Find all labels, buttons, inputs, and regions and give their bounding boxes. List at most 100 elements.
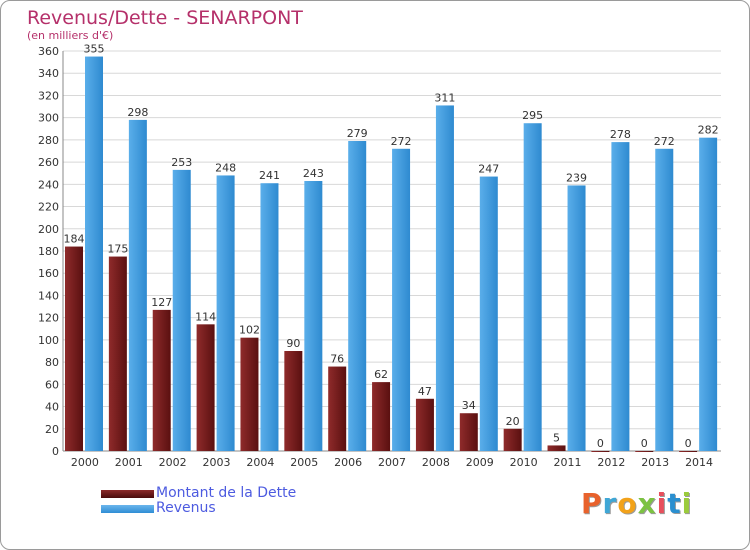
data-label-revenue: 247 [478, 163, 499, 176]
data-label-debt: 20 [506, 415, 520, 428]
bar-debt [196, 324, 215, 451]
y-tick-label: 360 [38, 45, 59, 58]
bar-revenue [348, 141, 367, 451]
y-tick-label: 0 [52, 445, 59, 458]
proxiti-logo: Proxiti [581, 487, 692, 520]
bar-debt [635, 451, 654, 452]
data-label-debt: 90 [286, 337, 300, 350]
bar-debt [328, 366, 347, 451]
bar-revenue [128, 119, 147, 451]
y-tick-label: 240 [38, 178, 59, 191]
bar-debt [503, 428, 522, 451]
data-label-revenue: 295 [522, 109, 543, 122]
data-label-debt: 0 [641, 437, 648, 450]
bar-revenue [392, 148, 411, 451]
data-label-revenue: 278 [610, 128, 631, 141]
data-label-revenue: 253 [171, 156, 192, 169]
bar-debt [152, 309, 171, 451]
bar-revenue [611, 142, 630, 451]
data-label-debt: 47 [418, 385, 432, 398]
data-label-revenue: 279 [347, 127, 368, 140]
bar-revenue [699, 137, 718, 451]
y-tick-label: 120 [38, 312, 59, 325]
chart-subtitle: (en milliers d'€) [27, 29, 114, 42]
x-tick-label: 2002 [159, 456, 187, 469]
x-tick-label: 2004 [246, 456, 274, 469]
bar-debt [240, 337, 259, 451]
x-tick-label: 2007 [378, 456, 406, 469]
chart-title: Revenus/Dette - SENARPONT [27, 7, 303, 29]
bar-debt [65, 246, 83, 451]
bar-revenue [435, 105, 454, 451]
y-tick-label: 60 [45, 378, 59, 391]
x-tick-label: 2001 [115, 456, 143, 469]
data-label-revenue: 272 [391, 135, 412, 148]
data-label-debt: 114 [195, 310, 216, 323]
x-tick-label: 2010 [510, 456, 538, 469]
x-tick-label: 2012 [597, 456, 625, 469]
y-tick-label: 140 [38, 289, 59, 302]
x-tick-label: 2008 [422, 456, 450, 469]
data-label-revenue: 355 [84, 43, 105, 56]
data-label-debt: 127 [151, 296, 172, 309]
x-tick-label: 2005 [290, 456, 318, 469]
x-tick-label: 2003 [203, 456, 231, 469]
x-tick-label: 2011 [553, 456, 581, 469]
data-label-debt: 102 [239, 324, 260, 337]
bar-revenue [85, 56, 103, 452]
data-label-revenue: 243 [303, 167, 324, 180]
legend-swatch-debt [101, 490, 154, 498]
bar-debt [547, 445, 566, 451]
logo-letter: P [581, 487, 603, 520]
bar-debt [415, 398, 434, 451]
data-label-revenue: 248 [215, 161, 236, 174]
data-label-debt: 0 [597, 437, 604, 450]
data-label-debt: 0 [685, 437, 692, 450]
y-tick-label: 80 [45, 356, 59, 369]
data-label-revenue: 272 [654, 135, 675, 148]
data-label-debt: 76 [330, 353, 344, 366]
x-tick-label: 2009 [466, 456, 494, 469]
bar-debt [679, 451, 698, 452]
bar-debt [591, 451, 610, 452]
logo-letter: x [637, 487, 657, 520]
y-tick-label: 160 [38, 267, 59, 280]
x-tick-label: 2013 [641, 456, 669, 469]
legend-label-revenue: Revenus [156, 500, 216, 516]
bar-debt [372, 382, 391, 451]
bar-revenue [216, 175, 235, 451]
y-tick-label: 20 [45, 423, 59, 436]
logo-letter: i [656, 487, 668, 520]
logo-letter: r [602, 487, 618, 520]
data-label-revenue: 282 [698, 124, 719, 137]
y-tick-label: 280 [38, 134, 59, 147]
data-label-debt: 62 [374, 368, 388, 381]
bar-revenue [523, 123, 542, 451]
logo-letter: o [617, 487, 638, 520]
bar-revenue [567, 185, 586, 451]
bar-debt [284, 351, 303, 451]
data-label-debt: 175 [107, 243, 128, 256]
data-label-revenue: 241 [259, 169, 280, 182]
legend-label-debt: Montant de la Dette [156, 485, 297, 501]
bar-revenue [260, 183, 279, 451]
logo-letter: t [667, 487, 682, 520]
y-tick-label: 180 [38, 245, 59, 258]
y-tick-label: 40 [45, 401, 59, 414]
logo-letter: i [681, 487, 693, 520]
data-label-revenue: 298 [127, 106, 148, 119]
data-label-revenue: 311 [434, 91, 455, 104]
bar-revenue [479, 176, 498, 452]
data-label-debt: 5 [553, 431, 560, 444]
x-tick-label: 2014 [685, 456, 713, 469]
y-tick-label: 300 [38, 112, 59, 125]
bar-revenue [172, 169, 191, 451]
data-label-debt: 184 [64, 233, 85, 246]
y-tick-label: 340 [38, 67, 59, 80]
y-tick-label: 200 [38, 223, 59, 236]
data-label-debt: 34 [462, 399, 476, 412]
bar-revenue [655, 148, 674, 451]
y-tick-label: 100 [38, 334, 59, 347]
